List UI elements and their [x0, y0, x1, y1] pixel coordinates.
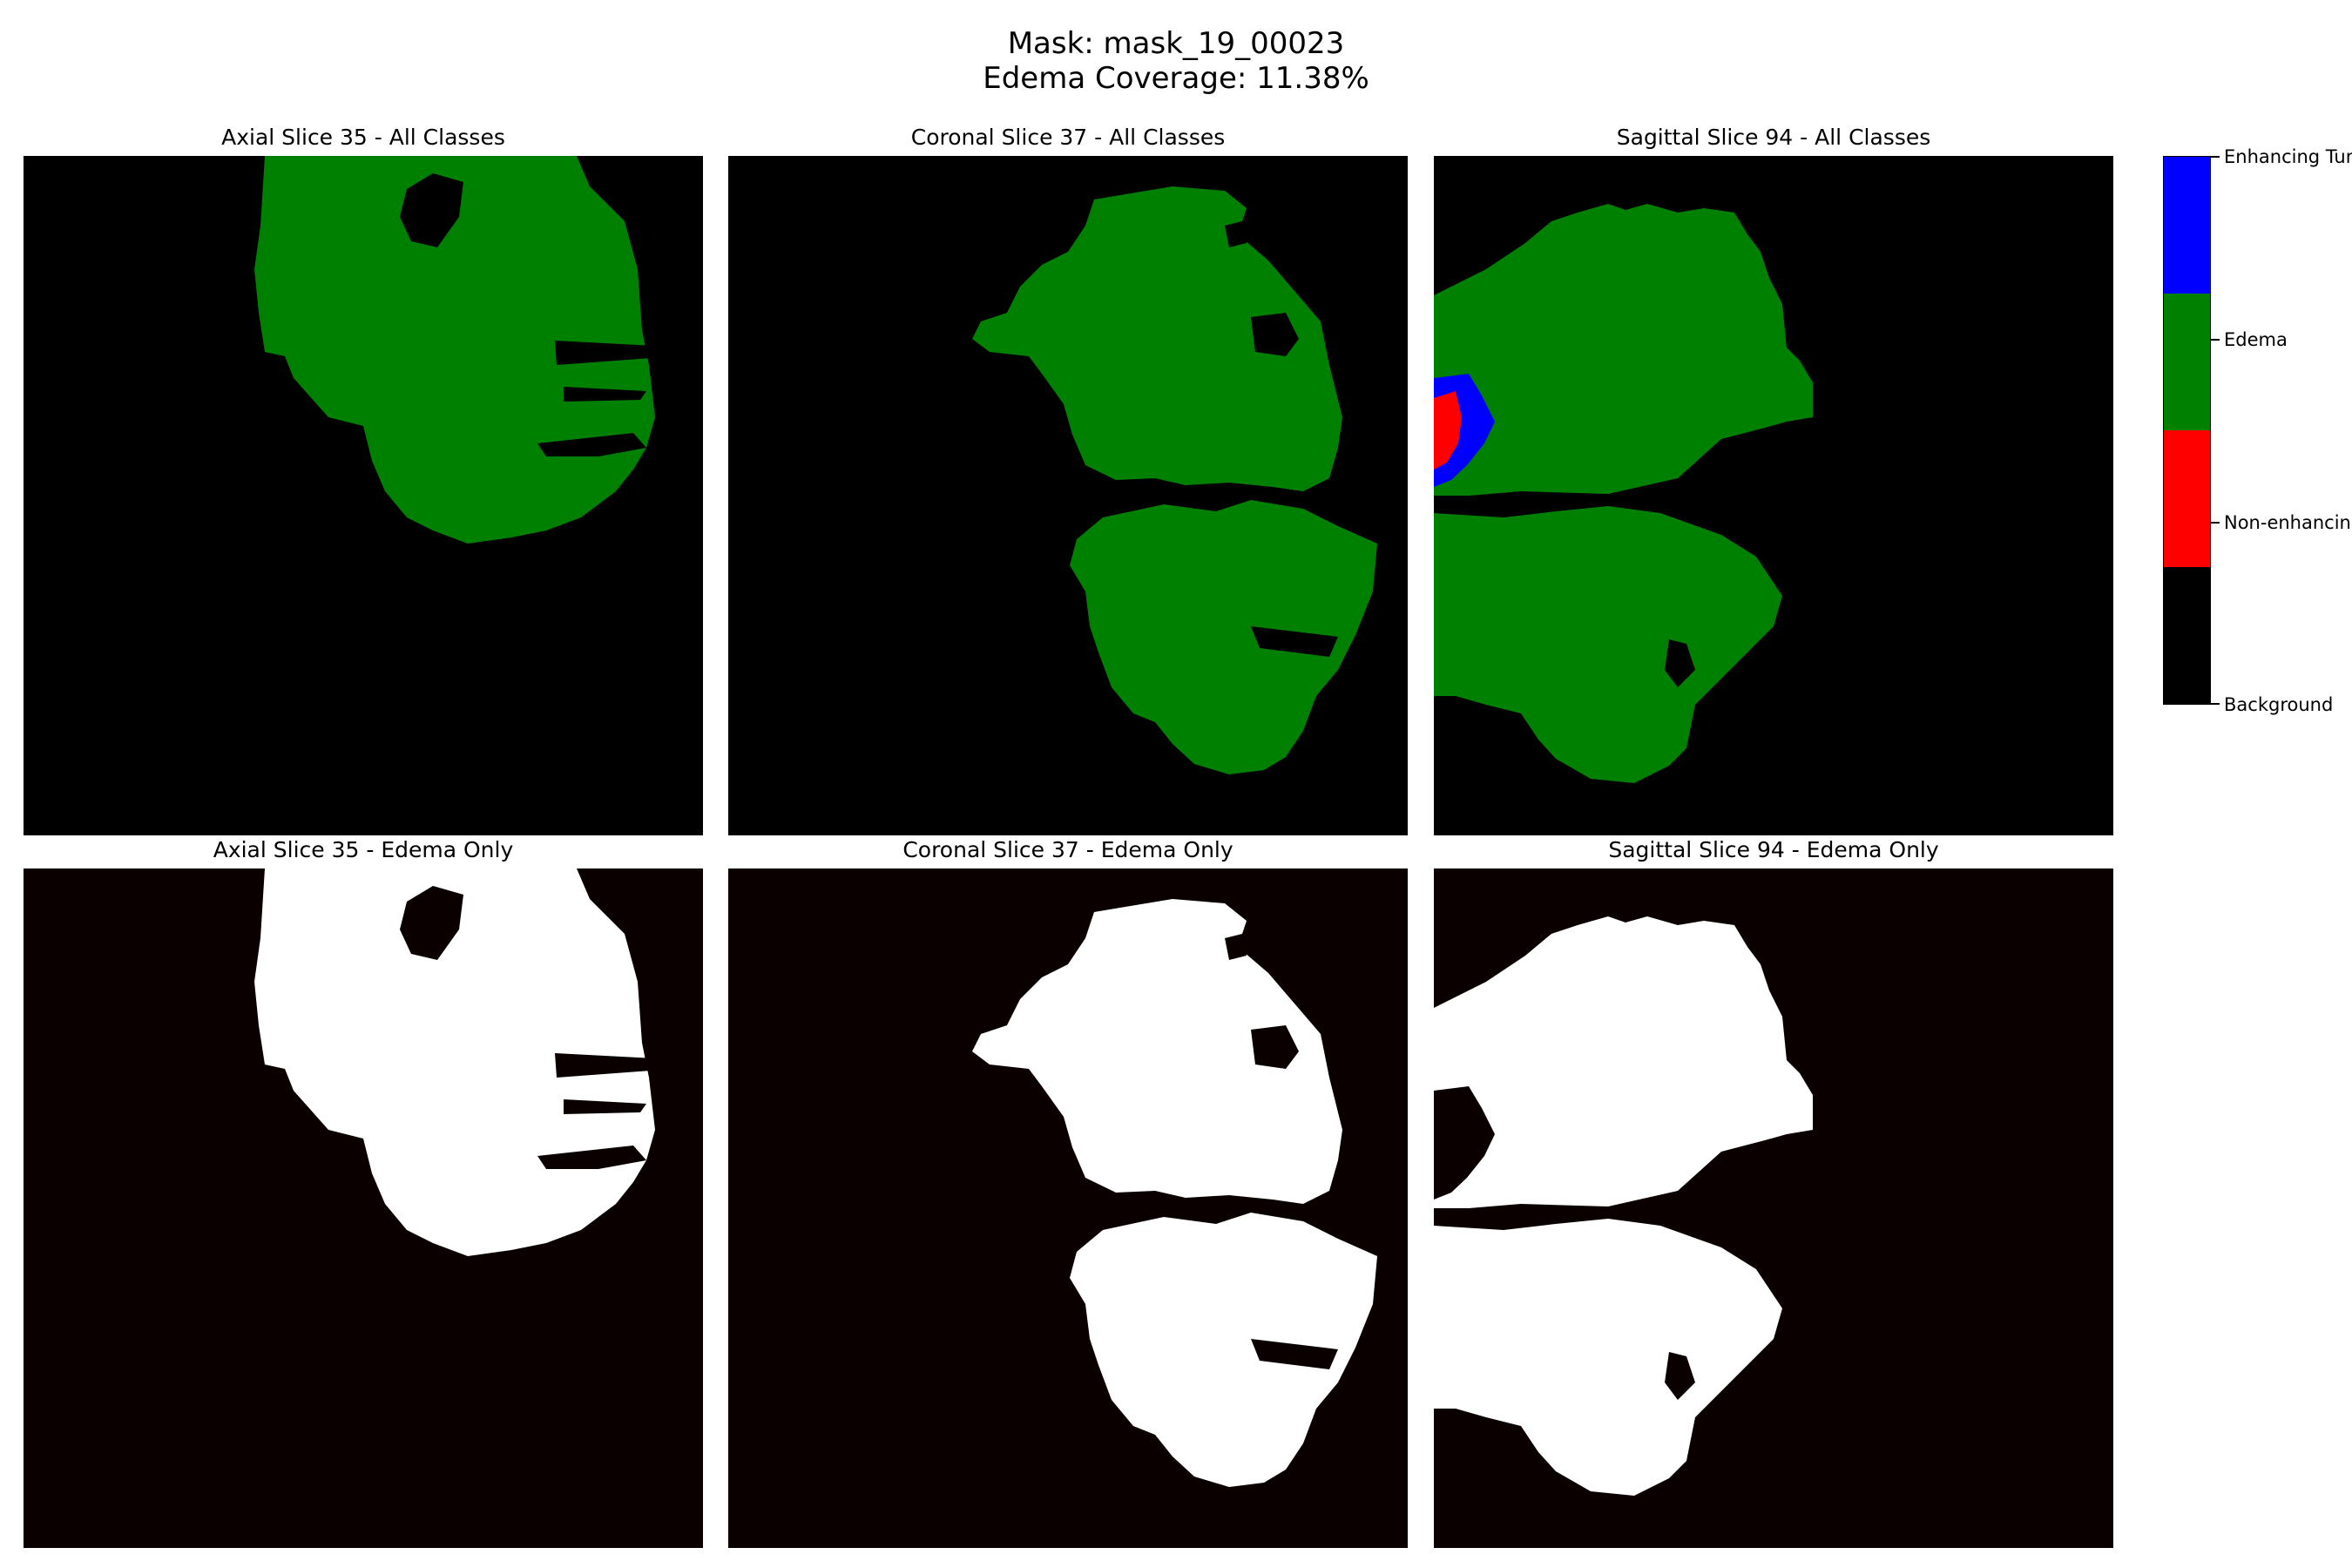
colorbar-label-enhancing: Enhancing Tum [2224, 146, 2352, 167]
colorbar-segment-non-enhancing [2164, 430, 2210, 567]
colorbar-tick [2211, 703, 2220, 705]
colorbar-tick [2211, 339, 2220, 341]
panel-title-sagittal-all: Sagittal Slice 94 - All Classes [1616, 125, 1931, 150]
colorbar-segment-enhancing [2164, 157, 2210, 294]
colorbar-label-background: Background [2224, 694, 2334, 715]
colorbar-tick [2211, 522, 2220, 524]
sagittal-edema-only-image [1434, 868, 2113, 1548]
panel-title-coronal-edema: Coronal Slice 37 - Edema Only [902, 837, 1233, 862]
axial-edema-only-image [24, 868, 703, 1548]
colorbar-label-edema: Edema [2224, 329, 2288, 350]
colorbar-segment-background [2164, 567, 2210, 704]
axial-all-classes-image [24, 156, 703, 835]
coronal-all-classes-image [728, 156, 1408, 835]
panel-title-axial-all: Axial Slice 35 - All Classes [221, 125, 505, 150]
colorbar-tick [2211, 156, 2220, 158]
panel-title-sagittal-edema: Sagittal Slice 94 - Edema Only [1608, 837, 1939, 862]
panel-title-coronal-all: Coronal Slice 37 - All Classes [910, 125, 1226, 150]
class-colorbar [2163, 156, 2211, 705]
figure-title-mask: Mask: mask_19_00023 [1007, 26, 1345, 61]
panel-title-axial-edema: Axial Slice 35 - Edema Only [213, 837, 514, 862]
sagittal-all-classes-image [1434, 156, 2113, 835]
coronal-edema-only-image [728, 868, 1408, 1548]
colorbar-segment-edema [2164, 294, 2210, 430]
figure-title-coverage: Edema Coverage: 11.38% [983, 61, 1369, 96]
colorbar-label-non-enhancing: Non-enhancinc [2224, 512, 2352, 533]
